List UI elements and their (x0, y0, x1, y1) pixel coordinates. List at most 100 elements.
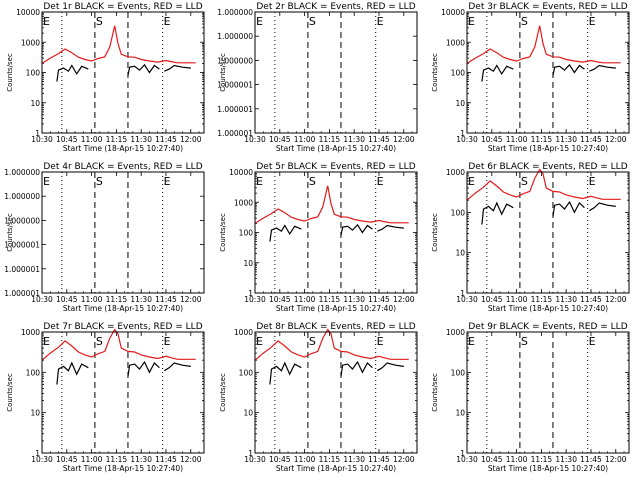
x-tick-label: 11:00 (81, 295, 103, 304)
x-tick-label: 11:15 (106, 455, 128, 464)
y-tick-label: 10 (30, 99, 40, 108)
y-tick-label: 1.000001 (217, 129, 253, 138)
y-axis-label: Counts/sec (6, 213, 14, 252)
events-series-line (588, 202, 616, 212)
x-tick-label: 11:30 (343, 295, 365, 304)
panel-title: Det 9r BLACK = Events, RED = LLD (468, 322, 627, 332)
y-tick-label: 1.000001 (4, 241, 40, 250)
event-marker-s: S (96, 175, 103, 188)
panel-frame (41, 331, 205, 454)
y-tick-label: 1000 (234, 198, 253, 207)
x-tick-label: 11:45 (580, 295, 602, 304)
x-tick-label: 11:00 (294, 455, 316, 464)
x-tick-label: 10:45 (481, 135, 503, 144)
y-tick-label: 1000 (446, 38, 465, 47)
event-marker-e: E (164, 15, 171, 28)
event-marker-e: E (256, 335, 263, 348)
events-series-line (269, 224, 302, 242)
y-axis-label: Counts/sec (219, 53, 227, 92)
events-series-line (340, 360, 373, 377)
events-series-line (589, 64, 616, 72)
x-tick-label: 11:00 (81, 455, 103, 464)
y-tick-label: 1.000001 (4, 289, 40, 298)
x-tick-label: 12:00 (605, 295, 627, 304)
event-marker-e: E (43, 335, 50, 348)
x-tick-label: 11:30 (130, 455, 152, 464)
event-marker-s: S (309, 15, 316, 28)
event-marker-s: S (309, 175, 316, 188)
panel-title: Det 8r BLACK = Events, RED = LLD (256, 322, 415, 332)
x-tick-label: 10:30 (456, 295, 478, 304)
x-tick-label: 11:00 (506, 135, 528, 144)
events-series-line (127, 63, 160, 76)
x-axis-label: Start Time (18-Apr-15 10:27:40) (276, 304, 396, 313)
y-tick-label: 1.000001 (217, 81, 253, 90)
y-axis-label: Counts/sec (6, 373, 14, 412)
panel-title: Det 6r BLACK = Events, RED = LLD (468, 162, 627, 172)
event-marker-s: S (521, 335, 528, 348)
x-tick-label: 11:00 (294, 135, 316, 144)
panel-title: Det 5r BLACK = Events, RED = LLD (256, 162, 415, 172)
x-tick-label: 10:45 (269, 455, 291, 464)
y-tick-label: 10 (30, 409, 40, 418)
x-tick-label: 11:45 (368, 135, 390, 144)
y-tick-label: 1.000000 (217, 8, 253, 17)
y-tick-label: 100 (239, 368, 254, 377)
x-tick-label: 11:00 (81, 135, 103, 144)
y-axis-label: Counts/sec (219, 373, 227, 412)
y-tick-label: 10000 (229, 168, 253, 177)
x-tick-label: 11:15 (531, 455, 553, 464)
x-tick-label: 11:00 (294, 295, 316, 304)
y-tick-label: 1000 (21, 328, 40, 337)
x-tick-label: 11:45 (155, 295, 177, 304)
y-axis-label: Counts/sec (6, 53, 14, 92)
x-tick-label: 11:15 (319, 455, 341, 464)
y-tick-label: 10000 (16, 8, 40, 17)
y-tick-label: 1 (460, 289, 465, 298)
x-tick-label: 10:30 (456, 135, 478, 144)
y-tick-label: 1000 (234, 328, 253, 337)
x-tick-label: 10:45 (481, 455, 503, 464)
y-axis-label: Counts/sec (219, 213, 227, 252)
panel-title: Det 7r BLACK = Events, RED = LLD (43, 322, 202, 332)
x-tick-label: 11:30 (555, 135, 577, 144)
panel-title: Det 2r BLACK = Events, RED = LLD (256, 2, 415, 12)
x-tick-label: 11:30 (343, 135, 365, 144)
x-axis-label: Start Time (18-Apr-15 10:27:40) (63, 304, 183, 313)
x-axis-label: Start Time (18-Apr-15 10:27:40) (276, 144, 396, 153)
x-tick-label: 11:30 (130, 135, 152, 144)
lld-series-line (254, 328, 409, 361)
x-tick-label: 10:30 (31, 455, 53, 464)
y-tick-label: 10 (243, 409, 253, 418)
event-marker-e: E (164, 335, 171, 348)
lld-series-line (466, 25, 621, 64)
x-tick-label: 11:15 (106, 295, 128, 304)
y-tick-label: 1 (35, 449, 40, 458)
events-series-line (376, 362, 404, 372)
x-tick-label: 10:30 (244, 455, 266, 464)
x-axis-label: Start Time (18-Apr-15 10:27:40) (63, 144, 183, 153)
x-tick-label: 10:30 (244, 295, 266, 304)
x-tick-label: 12:00 (180, 295, 202, 304)
panel-frame (41, 11, 205, 134)
y-tick-label: 1.000001 (217, 105, 253, 114)
events-series-line (164, 64, 191, 72)
x-tick-label: 10:30 (456, 455, 478, 464)
events-series-line (377, 224, 404, 232)
y-tick-label: 100 (26, 368, 41, 377)
events-series-line (163, 362, 191, 372)
y-tick-label: 10 (455, 409, 465, 418)
events-series-line (552, 63, 585, 76)
x-tick-label: 11:45 (155, 455, 177, 464)
x-tick-label: 10:30 (31, 135, 53, 144)
lld-series-line (41, 25, 196, 64)
y-tick-label: 1.000000 (217, 32, 253, 41)
event-marker-e: E (589, 175, 596, 188)
x-tick-label: 11:45 (368, 455, 390, 464)
events-series-line (56, 361, 89, 385)
events-series-line (127, 360, 160, 377)
event-marker-e: E (43, 175, 50, 188)
lld-series-line (254, 185, 409, 224)
panel-title: Det 4r BLACK = Events, RED = LLD (43, 162, 202, 172)
